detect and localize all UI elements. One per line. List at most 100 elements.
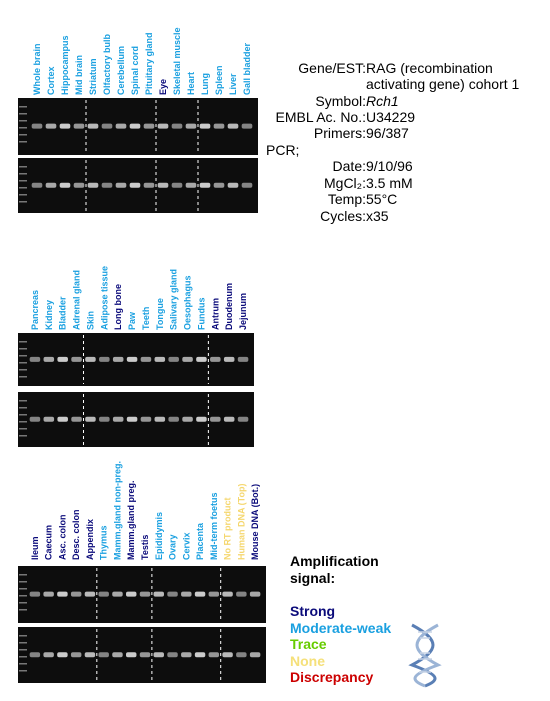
- ladder-band: [19, 670, 27, 672]
- band: [73, 123, 85, 129]
- band: [241, 123, 253, 129]
- band: [241, 182, 253, 188]
- lane-label: Gall bladder: [242, 42, 252, 95]
- lane-label: Fundus: [196, 298, 206, 331]
- band: [171, 182, 183, 188]
- band: [43, 652, 54, 658]
- band: [185, 123, 197, 129]
- lane-label: Ileum: [30, 536, 40, 560]
- legend-item: Moderate-weak: [290, 619, 392, 636]
- lane-label: Duodenum: [224, 283, 234, 330]
- legend-item: Strong: [290, 603, 336, 619]
- band: [71, 416, 82, 422]
- lane-label: Caecum: [44, 525, 54, 560]
- info-row: MgCl₂: 3.5 mM: [256, 175, 536, 191]
- lane-label: No RT product: [223, 498, 233, 561]
- band: [126, 591, 137, 597]
- lane-label: Cerebellum: [116, 46, 126, 95]
- info-heading: PCR;: [266, 142, 300, 158]
- band: [29, 356, 41, 362]
- lane-label: Mouse DNA (Bot.): [250, 484, 260, 560]
- ladder-band: [19, 588, 27, 590]
- ladder-band: [19, 428, 27, 430]
- band: [98, 591, 109, 597]
- info-value: Rch1: [366, 93, 399, 109]
- ladder-band: [19, 421, 27, 423]
- band: [223, 416, 235, 422]
- band: [85, 356, 96, 362]
- info-row: Primers: 96/387: [256, 125, 536, 141]
- band: [43, 356, 55, 362]
- legend-title: Amplification signal:: [290, 553, 379, 586]
- ladder-band: [19, 400, 27, 402]
- band: [57, 416, 68, 422]
- band: [249, 652, 261, 658]
- info-key: Cycles:: [320, 208, 366, 224]
- lane-label: Olfactory bulb: [102, 33, 112, 95]
- band: [59, 123, 71, 129]
- band: [29, 416, 41, 422]
- band: [185, 182, 197, 188]
- lane-label: Bladder: [58, 296, 68, 330]
- band: [43, 591, 54, 597]
- lane-label: Adipose tissue: [99, 266, 109, 330]
- band: [99, 416, 110, 422]
- band: [167, 591, 178, 597]
- band: [208, 652, 220, 658]
- ladder-band: [19, 414, 27, 416]
- lane-label: Skeletal muscle: [172, 27, 182, 95]
- info-row: EMBL Ac. No.: U34229: [256, 109, 536, 125]
- lane-label: Liver: [228, 73, 238, 95]
- band: [140, 356, 152, 362]
- band: [167, 652, 178, 658]
- ladder-band: [19, 656, 27, 658]
- lane-label: Appendix: [85, 519, 95, 560]
- band: [31, 182, 43, 188]
- info-key: MgCl₂:: [324, 175, 366, 191]
- band: [115, 182, 127, 188]
- lane-label: Long bone: [113, 284, 123, 330]
- lane-label: Teeth: [141, 307, 151, 330]
- band: [112, 652, 123, 658]
- dna-icon: [408, 623, 442, 688]
- band: [157, 123, 169, 129]
- lane-label: Eye: [158, 79, 168, 95]
- band: [213, 123, 225, 129]
- band: [236, 652, 247, 658]
- ladder-band: [19, 341, 27, 343]
- info-row: Temp: 55°C: [256, 191, 536, 207]
- band: [210, 416, 221, 422]
- band: [112, 591, 123, 597]
- info-key: Temp:: [327, 191, 366, 207]
- legend-item: Trace: [290, 636, 327, 652]
- band: [181, 591, 192, 597]
- ladder-band: [19, 127, 27, 129]
- lane-label: Mamm.gland preg.: [126, 480, 136, 560]
- lane-label: Mamm.gland non-preg.: [112, 461, 122, 560]
- lane-label: Epididymis: [154, 512, 164, 560]
- ladder-band: [19, 201, 27, 203]
- ladder-band: [19, 187, 27, 189]
- band: [182, 356, 193, 362]
- info-row: Gene/EST: RAG (recombination activating g…: [256, 60, 536, 92]
- band: [129, 123, 141, 129]
- ladder-band: [19, 355, 27, 357]
- band: [157, 182, 169, 188]
- band: [196, 356, 207, 362]
- band: [237, 416, 249, 422]
- band: [194, 591, 206, 597]
- lane-label: Oesophagus: [183, 275, 193, 330]
- band: [126, 356, 138, 362]
- band: [139, 591, 151, 597]
- band: [227, 123, 239, 129]
- band: [31, 123, 43, 129]
- band: [71, 356, 82, 362]
- ladder-band: [19, 663, 27, 665]
- ladder-band: [19, 166, 27, 168]
- band: [210, 356, 221, 362]
- band: [208, 591, 220, 597]
- ladder-band: [19, 362, 27, 364]
- ladder-band: [19, 635, 27, 637]
- lane-label: Tongue: [155, 298, 165, 330]
- info-row: Date: 9/10/96: [256, 158, 536, 174]
